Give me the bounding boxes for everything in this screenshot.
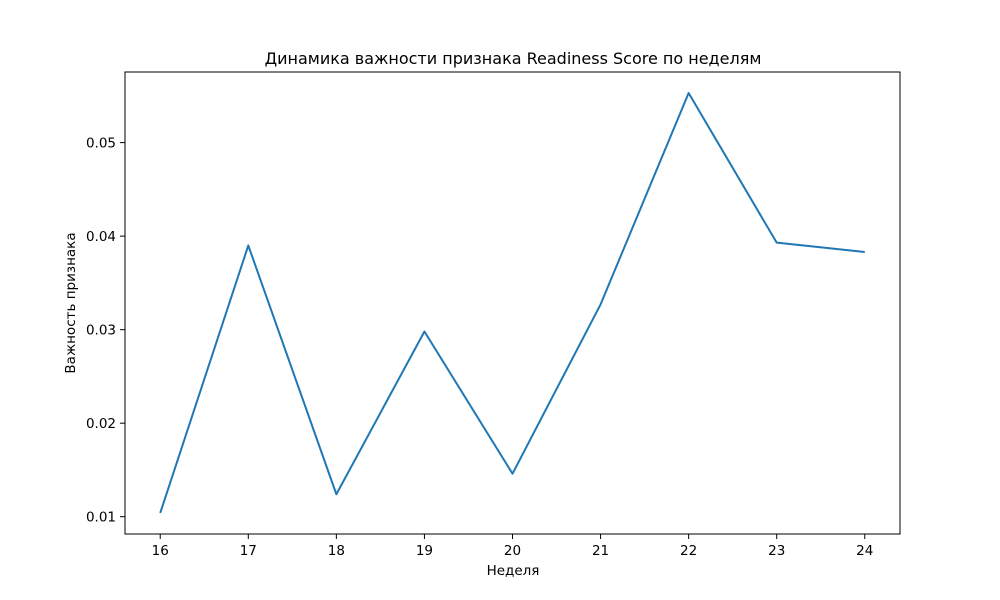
- plot-area: [159, 92, 865, 514]
- y-tick-label-0.04: 0.04: [86, 229, 116, 245]
- x-tick-label-19: 19: [416, 543, 433, 559]
- x-tick-label-20: 20: [504, 543, 521, 559]
- y-tick-label-0.05: 0.05: [86, 136, 116, 152]
- x-tick-label-21: 21: [592, 543, 609, 559]
- y-tick-label-0.03: 0.03: [86, 323, 116, 339]
- x-tick-label-18: 18: [328, 543, 345, 559]
- series-line-0: [159, 92, 865, 514]
- x-tick-label-23: 23: [768, 543, 785, 559]
- x-axis: 16 17 18 19 20 21 22 23 24: [152, 534, 873, 559]
- x-tick-label-24: 24: [856, 543, 873, 559]
- x-tick-label-17: 17: [240, 543, 257, 559]
- y-tick-label-0.02: 0.02: [86, 416, 116, 432]
- x-tick-label-22: 22: [680, 543, 697, 559]
- y-tick-label-0.01: 0.01: [86, 510, 116, 526]
- x-tick-label-16: 16: [152, 543, 169, 559]
- y-axis-label: Важность признака: [63, 232, 79, 373]
- y-axis: 0.01 0.02 0.03 0.04 0.05: [86, 136, 125, 526]
- x-axis-label: Неделя: [487, 563, 540, 579]
- chart-title: Динамика важности признака Readiness Sco…: [265, 49, 762, 68]
